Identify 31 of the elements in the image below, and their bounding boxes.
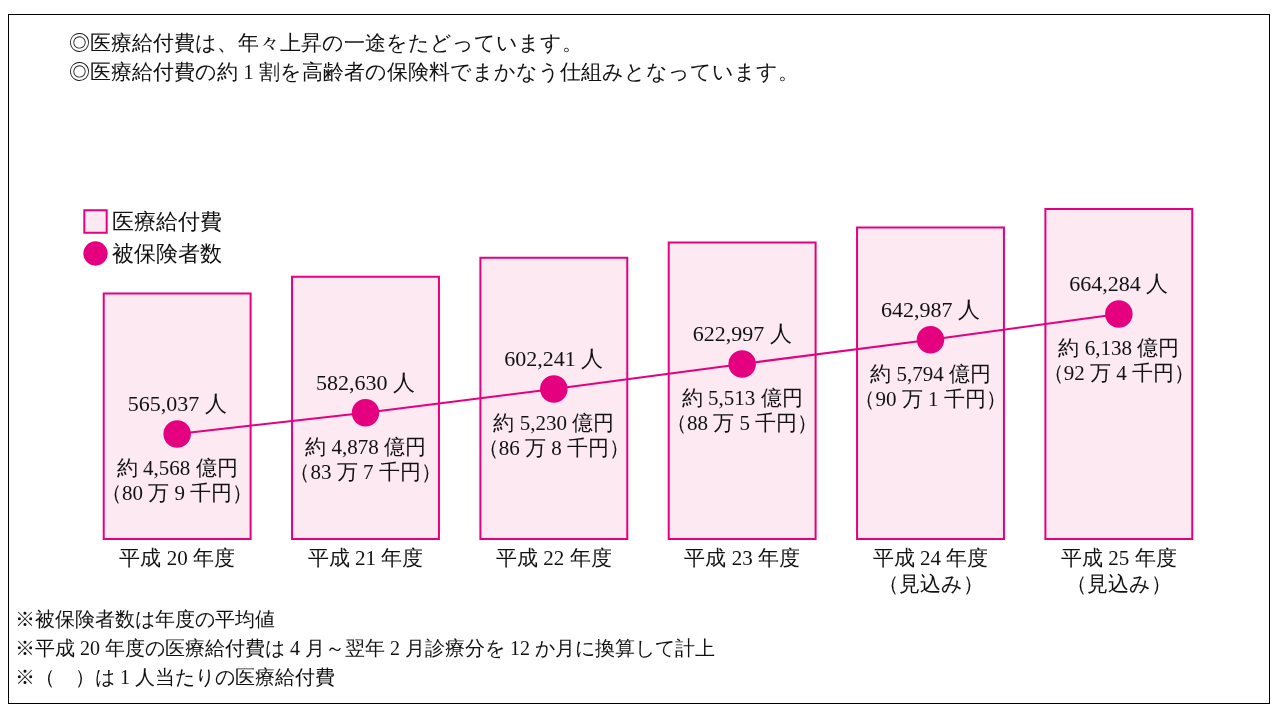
data-label: 582,630 人 <box>316 369 415 395</box>
data-label: 622,997 人 <box>692 320 792 346</box>
point <box>728 350 756 378</box>
x-tick-label: 平成 20 年度 <box>119 545 235 570</box>
x-tick-label: 平成 22 年度 <box>496 545 612 570</box>
point <box>540 375 568 403</box>
legend-label: 医療給付費 <box>112 208 222 234</box>
data-label: 642,987 人 <box>881 296 980 322</box>
x-tick-label: 平成 21 年度 <box>307 545 424 570</box>
data-label: 約 5,794 億円（90 万 1 千円） <box>854 361 1007 411</box>
text: ※平成 20 年度の医療給付費は 4 月～翌年 2 月診療分を 12 か月に換算して計上 <box>15 636 715 661</box>
text: ※被保険者数は年度の平均値 <box>15 607 276 632</box>
x-tick-label: 平成 23 年度 <box>684 545 800 570</box>
data-label: 約 4,568 億円（80 万 9 千円） <box>101 456 254 505</box>
point <box>1105 300 1133 328</box>
data-label: 約 4,878 億円（83 万 7 千円） <box>289 434 442 484</box>
legend-label: 被保険者数 <box>112 240 222 266</box>
point <box>163 420 191 448</box>
data-label: 約 5,230 億円（86 万 8 千円） <box>477 411 630 461</box>
data-label: 565,037 人 <box>127 391 227 416</box>
text: ※（ ）は 1 人当たりの医療給付費 <box>15 665 336 690</box>
data-label: 602,241 人 <box>504 346 604 372</box>
point <box>916 326 945 354</box>
x-tick-label: 平成 25 年度（見込み） <box>1061 545 1177 596</box>
data-label: 664,284 人 <box>1069 271 1169 296</box>
chart-subtitle: ◎医療給付費の約 1 割を高齢者の保険料でまかなう仕組みとなっています。 <box>69 60 799 84</box>
data-label: 約 6,138 億円（92 万 4 千円） <box>1042 336 1195 385</box>
x-tick-label: 平成 24 年度（見込み） <box>872 545 989 596</box>
chart-title: ◎医療給付費は、年々上昇の一途をたどっています。 <box>69 31 583 55</box>
point <box>351 399 380 427</box>
data-label: 約 5,513 億円（88 万 5 千円） <box>666 385 819 435</box>
